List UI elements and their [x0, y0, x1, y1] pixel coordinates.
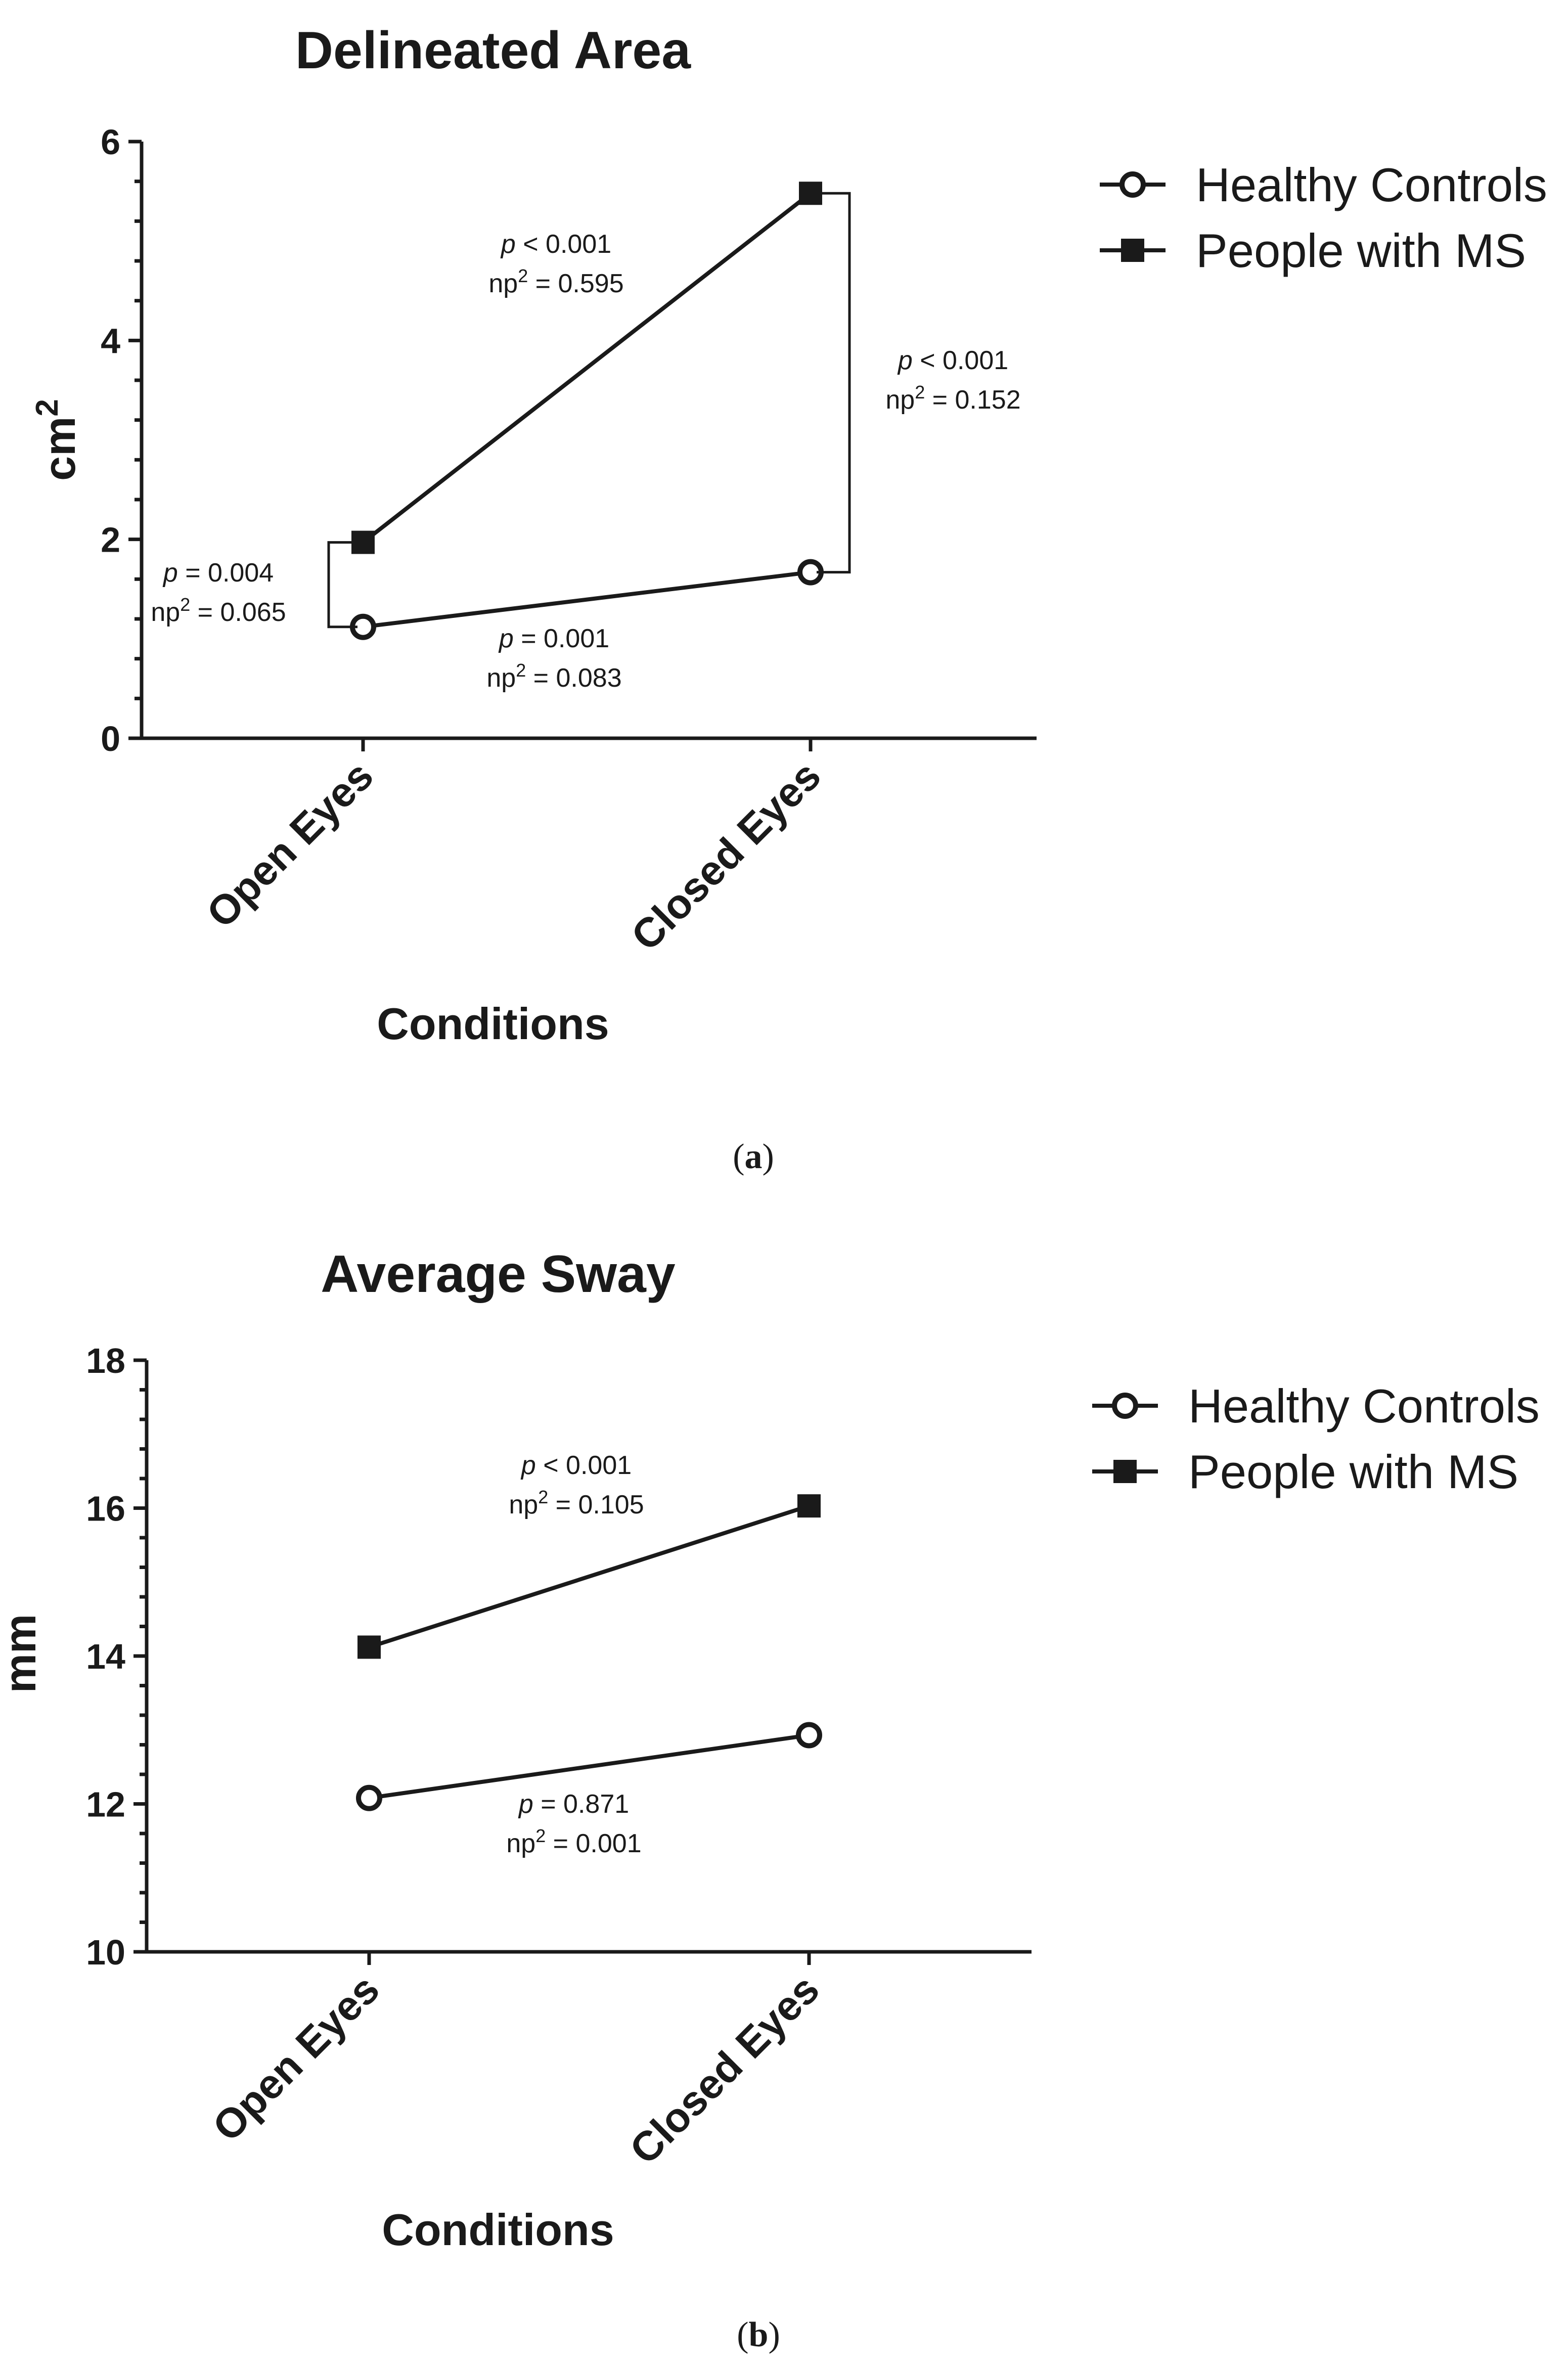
y-tick-label: 0	[101, 719, 120, 758]
annotation-p-value: p < 0.001	[897, 346, 1008, 375]
y-tick-label: 14	[86, 1637, 125, 1676]
x-axis-label: Conditions	[377, 999, 609, 1049]
annotation-np-text: = 0.065	[190, 598, 286, 627]
annotation-effect-size: np2 = 0.105	[509, 1487, 644, 1520]
annotation-np-base: np	[486, 663, 516, 693]
annotation-effect-size: np2 = 0.152	[885, 382, 1020, 415]
annotation-p-text: = 0.871	[533, 1790, 629, 1819]
y-axis-label-superscript: 2	[30, 399, 65, 416]
panel-caption: (b)	[737, 2315, 780, 2354]
annotation-np-superscript: 2	[538, 1487, 548, 1507]
y-axis-label: cm2	[30, 399, 85, 481]
series-line-healthy-controls	[369, 1733, 810, 1800]
data-point-healthy-controls	[356, 1784, 382, 1811]
y-axis-label-base: cm	[34, 417, 84, 481]
annotation-np-superscript: 2	[535, 1825, 546, 1846]
annotation-np-superscript: 2	[915, 382, 925, 403]
annotation-np-text: = 0.001	[546, 1829, 641, 1858]
annotation-p-value: p < 0.001	[500, 230, 611, 259]
series-line-people-with-ms	[362, 192, 812, 544]
y-axis-label-base: mm	[0, 1614, 45, 1693]
annotation-p-symbol: p	[162, 558, 178, 588]
legend-label: Healthy Controls	[1188, 1379, 1540, 1433]
annotation-np-text: = 0.105	[548, 1490, 644, 1519]
series-line-people-with-ms	[368, 1504, 810, 1649]
y-tick-label: 4	[101, 321, 120, 361]
legend-label: People with MS	[1188, 1445, 1518, 1498]
caption-open-paren: (	[737, 2315, 748, 2354]
panel-caption: (a)	[733, 1137, 774, 1176]
caption-close-paren: )	[763, 1137, 774, 1176]
annotation-effect-size: np2 = 0.001	[506, 1825, 641, 1859]
legend-marker-circle	[1119, 171, 1146, 198]
data-point-people-with-ms	[797, 1494, 821, 1518]
y-tick-label: 2	[101, 520, 120, 560]
annotation-np-base: np	[488, 269, 518, 298]
annotation-p-symbol: p	[897, 346, 913, 375]
annotation-p-symbol: p	[520, 1451, 536, 1480]
legend-marker-square	[1121, 239, 1144, 262]
annotation-np-superscript: 2	[516, 660, 526, 681]
y-tick-label: 12	[86, 1785, 125, 1824]
annotation-np-text: = 0.152	[925, 385, 1020, 415]
caption-letter: a	[745, 1137, 763, 1176]
annotation-p-symbol: p	[498, 624, 514, 653]
x-tick-label: Closed Eyes	[623, 752, 830, 959]
annotation-np-superscript: 2	[180, 594, 190, 615]
annotation-effect-size: np2 = 0.083	[486, 660, 621, 693]
significance-bracket	[817, 192, 851, 574]
annotation-effect-size: np2 = 0.065	[151, 594, 286, 628]
annotation-p-text: < 0.001	[516, 230, 611, 259]
legend-marker-square	[1113, 1460, 1137, 1483]
y-tick-label: 18	[86, 1341, 125, 1380]
chart-title: Delineated Area	[295, 21, 691, 80]
data-point-people-with-ms	[357, 1635, 381, 1659]
annotation-np-base: np	[885, 385, 915, 415]
x-tick-label: Closed Eyes	[621, 1966, 828, 2173]
annotation-p-value: p = 0.004	[162, 558, 274, 588]
x-tick-label: Open Eyes	[198, 752, 382, 936]
y-axis-label: mm	[0, 1614, 45, 1693]
annotation-p-value: p < 0.001	[520, 1451, 632, 1480]
legend-marker-circle	[1112, 1393, 1138, 1419]
y-tick-label: 6	[101, 122, 120, 162]
annotation-p-value: p = 0.001	[498, 624, 609, 653]
legend-label: Healthy Controls	[1196, 158, 1547, 211]
annotation-p-value: p = 0.871	[518, 1790, 629, 1819]
data-point-healthy-controls	[796, 1722, 822, 1749]
caption-close-paren: )	[768, 2315, 780, 2354]
y-tick-label: 10	[86, 1933, 125, 1972]
annotation-p-text: < 0.001	[913, 346, 1008, 375]
legend-label: People with MS	[1196, 224, 1526, 277]
annotation-np-text: = 0.595	[528, 269, 623, 298]
annotation-np-base: np	[506, 1829, 535, 1858]
caption-open-paren: (	[733, 1137, 744, 1176]
annotation-np-text: = 0.083	[526, 663, 621, 693]
annotation-p-text: = 0.004	[178, 558, 274, 588]
significance-bracket	[327, 541, 357, 629]
annotation-p-symbol: p	[518, 1790, 533, 1819]
annotation-np-base: np	[509, 1490, 538, 1519]
x-axis-label: Conditions	[382, 2205, 614, 2255]
chart-title: Average Sway	[321, 1245, 676, 1304]
y-tick-label: 16	[86, 1489, 125, 1529]
x-tick-label: Open Eyes	[204, 1966, 388, 2150]
annotation-p-symbol: p	[500, 230, 516, 259]
caption-letter: b	[749, 2315, 769, 2354]
series-line-healthy-controls	[363, 570, 811, 629]
annotation-np-base: np	[151, 598, 180, 627]
annotation-p-text: = 0.001	[514, 624, 609, 653]
annotation-effect-size: np2 = 0.595	[488, 265, 623, 299]
annotation-np-superscript: 2	[518, 265, 528, 286]
annotation-p-text: < 0.001	[536, 1451, 632, 1480]
